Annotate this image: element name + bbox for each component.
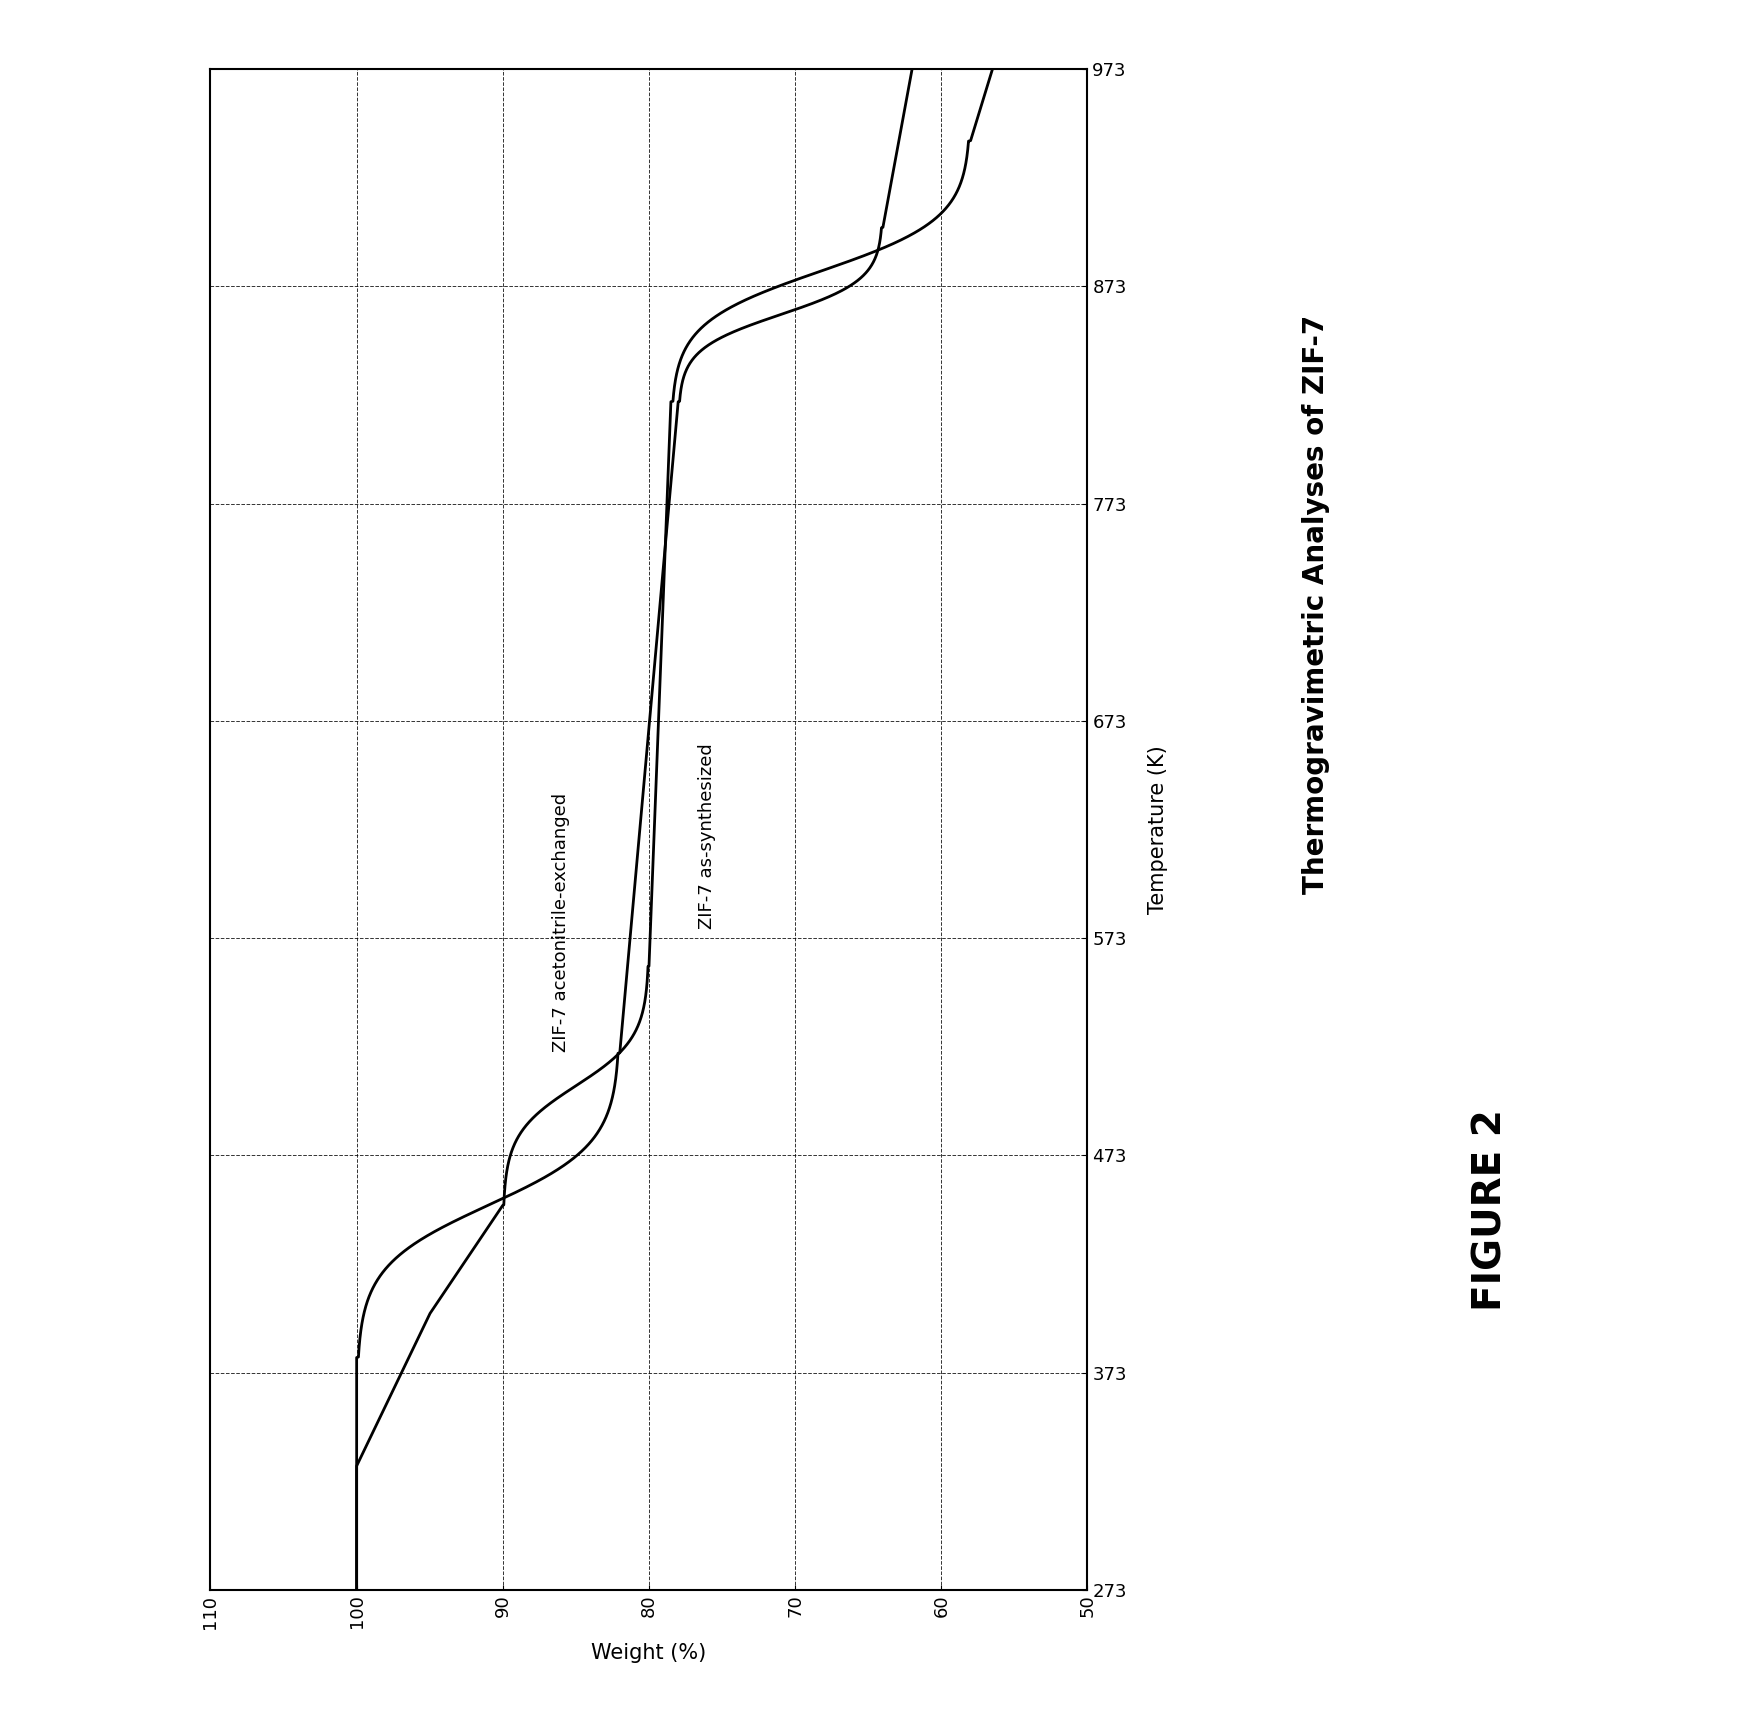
Text: ZIF-7 acetonitrile-exchanged: ZIF-7 acetonitrile-exchanged — [553, 793, 570, 1052]
Text: ZIF-7 as-synthesized: ZIF-7 as-synthesized — [698, 743, 716, 930]
Y-axis label: Temperature (K): Temperature (K) — [1147, 745, 1168, 914]
X-axis label: Weight (%): Weight (%) — [591, 1643, 707, 1662]
Text: FIGURE 2: FIGURE 2 — [1472, 1109, 1510, 1310]
Text: Thermogravimetric Analyses of ZIF-7: Thermogravimetric Analyses of ZIF-7 — [1301, 314, 1330, 895]
